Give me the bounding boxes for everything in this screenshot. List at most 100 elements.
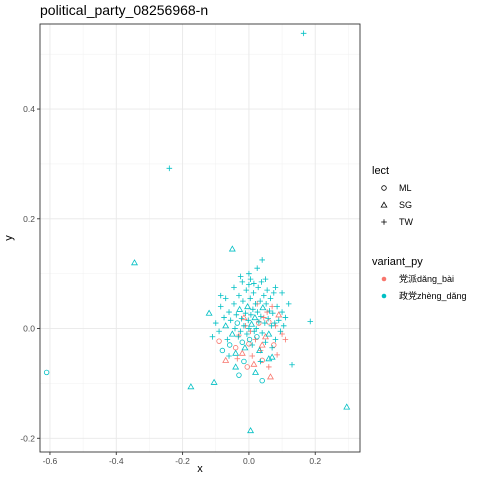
- x-tick-label: 0.2: [309, 456, 321, 466]
- data-point: [266, 364, 272, 370]
- data-point: [234, 320, 241, 326]
- data-point: [243, 287, 250, 293]
- data-point: [258, 313, 264, 320]
- data-point: [234, 355, 241, 362]
- data-point: [271, 342, 277, 348]
- data-point: [249, 342, 256, 348]
- legend-title-variant: variant_py: [372, 256, 423, 268]
- data-point: [259, 304, 267, 311]
- data-point: [233, 312, 240, 318]
- data-point: [245, 317, 252, 324]
- data-point: [265, 315, 271, 322]
- data-point: [275, 311, 283, 318]
- data-point: [267, 295, 274, 302]
- data-point: [268, 353, 276, 360]
- y-axis: -0.2 0.0 0.2 0.4: [20, 104, 40, 443]
- legend-title-lect: lect: [372, 165, 389, 177]
- data-point: [272, 336, 279, 343]
- data-point: [271, 320, 278, 326]
- data-point: [258, 341, 266, 348]
- data-point: [210, 378, 218, 385]
- legend-key-tw: [381, 219, 387, 225]
- legend-label-variant-0: 党派dǎng_bài: [399, 273, 454, 284]
- data-point: [246, 336, 253, 343]
- data-point: [166, 165, 173, 172]
- data-point: [257, 298, 263, 304]
- data-point: [263, 301, 269, 307]
- data-point: [248, 312, 254, 318]
- data-point: [246, 325, 252, 332]
- data-point: [236, 372, 242, 378]
- data-point: [205, 309, 213, 316]
- data-point: [250, 290, 257, 296]
- data-point: [237, 328, 244, 335]
- data-point: [268, 322, 275, 329]
- data-point: [209, 333, 216, 340]
- data-point: [264, 309, 270, 315]
- data-point: [269, 303, 275, 310]
- data-point: [289, 361, 295, 368]
- data-point: [232, 349, 240, 356]
- data-point: [279, 290, 285, 296]
- data-point: [232, 363, 240, 370]
- data-point: [252, 368, 260, 375]
- data-point: [247, 276, 254, 282]
- legend-key-ml: [381, 185, 387, 191]
- data-point: [279, 309, 285, 315]
- data-point: [246, 270, 252, 277]
- data-point: [246, 281, 252, 288]
- grid-major: [40, 24, 360, 452]
- data-point: [265, 330, 273, 337]
- data-point: [241, 358, 247, 365]
- data-point: [235, 333, 242, 340]
- data-point: [254, 265, 261, 271]
- data-point: [239, 279, 246, 285]
- x-axis-title: x: [197, 463, 203, 475]
- data-point: [240, 298, 246, 304]
- data-point: [272, 284, 279, 291]
- data-point: [187, 383, 195, 390]
- data-point: [231, 301, 237, 307]
- y-tick-label: 0.2: [23, 214, 35, 224]
- x-tick-label: -0.4: [109, 456, 124, 466]
- data-point: [266, 308, 273, 314]
- data-point: [343, 403, 351, 410]
- data-point: [252, 336, 259, 343]
- y-tick-label: 0.0: [23, 324, 35, 334]
- x-tick-label: -0.2: [175, 456, 190, 466]
- data-point: [265, 355, 273, 362]
- y-axis-title: y: [3, 235, 15, 241]
- data-point: [228, 330, 236, 337]
- data-point: [244, 364, 250, 370]
- data-point: [239, 339, 245, 345]
- data-point: [261, 314, 267, 321]
- data-point: [275, 317, 282, 324]
- data-point: [285, 301, 292, 307]
- data-point: [221, 314, 227, 321]
- data-point: [244, 302, 252, 310]
- data-point: [43, 369, 50, 376]
- data-point: [219, 347, 226, 354]
- y-tick-label: -0.2: [20, 433, 35, 443]
- data-point: [241, 322, 247, 329]
- data-point: [236, 305, 244, 312]
- data-point: [250, 306, 256, 313]
- legend-key-variant-0: [381, 276, 387, 282]
- data-point: [228, 245, 236, 252]
- legend-key-variant-1: [381, 293, 387, 299]
- data-point: [131, 259, 138, 266]
- data-point: [227, 317, 234, 324]
- data-point: [258, 279, 265, 285]
- data-point: [256, 346, 264, 353]
- data-point: [300, 30, 307, 37]
- x-tick-label: 0.0: [243, 456, 255, 466]
- data-point: [253, 325, 260, 332]
- data-point: [247, 295, 254, 302]
- data-point: [266, 373, 274, 380]
- data-point: [247, 426, 255, 434]
- data-point: [226, 353, 232, 359]
- legend: lect ML SG TW variant_py 党派dǎng_bài 政党zhèng_dǎ…: [372, 165, 467, 301]
- data-point: [226, 342, 233, 348]
